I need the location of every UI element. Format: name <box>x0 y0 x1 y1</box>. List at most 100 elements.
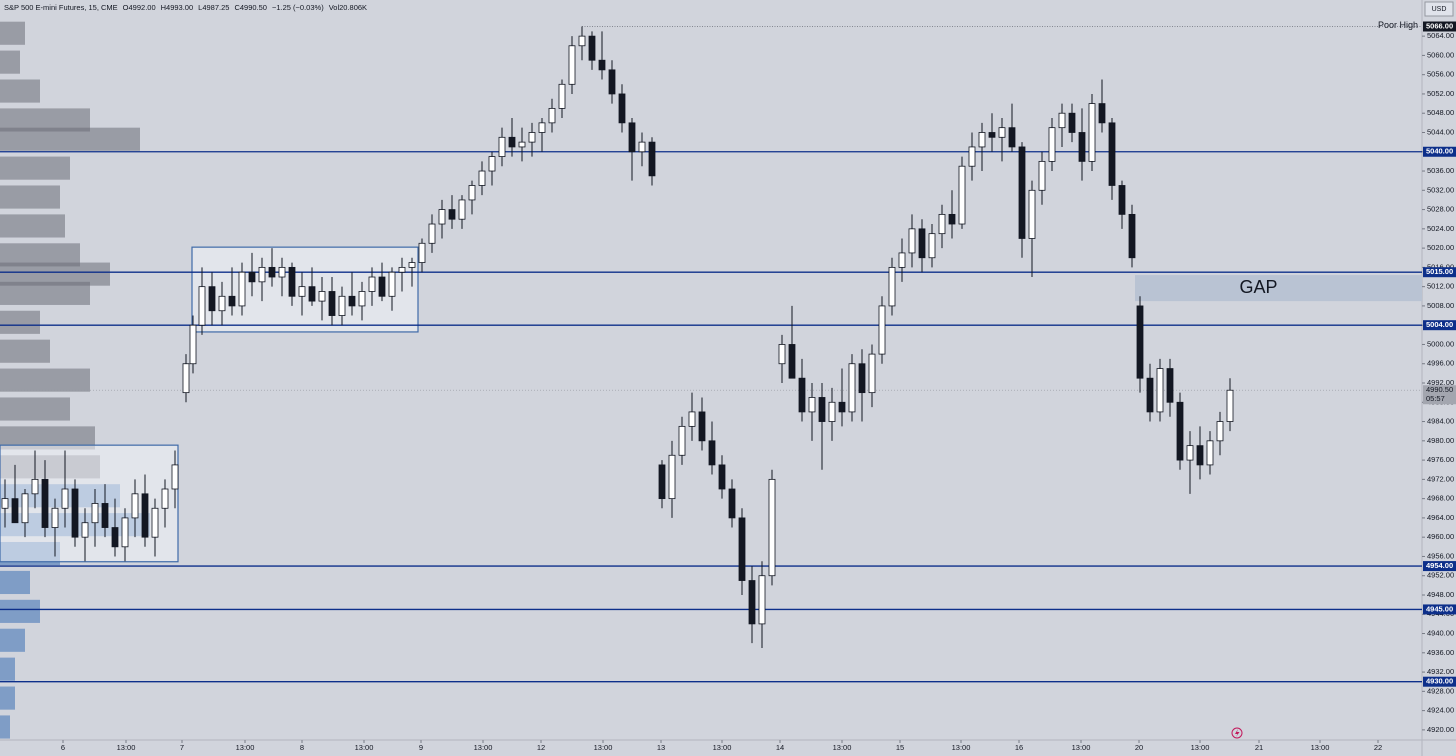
candle-body <box>618 93 626 124</box>
candle-body <box>258 266 266 283</box>
candle-body <box>198 286 206 326</box>
alert-icon[interactable] <box>1231 727 1243 739</box>
level-label-bg <box>1423 604 1456 615</box>
candle-body <box>268 266 276 278</box>
candle-body <box>21 493 29 524</box>
candle-body <box>708 440 716 466</box>
volume-profile-bar <box>0 79 40 103</box>
volume-profile-bar <box>0 339 50 363</box>
countdown: 05:57 <box>1426 394 1445 403</box>
y-tick-label: 5056.00 <box>1427 70 1454 79</box>
candle-body <box>31 478 39 495</box>
volume-profile-bar <box>0 243 80 267</box>
x-tick-label: 14 <box>776 743 784 752</box>
candle-body <box>1216 421 1224 442</box>
volume-profile-bar <box>0 21 25 45</box>
candle-body <box>1166 368 1174 403</box>
candle-body <box>1008 127 1016 148</box>
candle-body <box>328 291 336 316</box>
x-tick-label: 13 <box>657 743 665 752</box>
candle-body <box>608 69 616 95</box>
y-tick-label: 4964.00 <box>1427 513 1454 522</box>
candle-body <box>189 324 197 365</box>
candle-body <box>1146 377 1154 413</box>
y-tick-label: 5012.00 <box>1427 282 1454 291</box>
candle-body <box>1078 132 1086 162</box>
candle-body <box>1038 160 1046 191</box>
last-price-bg <box>1423 385 1456 405</box>
candle-body <box>238 271 246 307</box>
x-tick-label: 13:00 <box>1191 743 1210 752</box>
candle-body <box>718 464 726 490</box>
candle-body <box>1088 103 1096 162</box>
x-tick-label: 13:00 <box>355 743 374 752</box>
candle-body <box>518 141 526 148</box>
candle-body <box>538 122 546 133</box>
candle-body <box>958 165 966 225</box>
candle-body <box>408 262 416 268</box>
candle-body <box>1098 103 1106 124</box>
candle-body <box>528 132 536 143</box>
volume-profile-bar <box>0 310 40 334</box>
level-label-bg <box>1423 320 1456 331</box>
candle-body <box>288 266 296 297</box>
candle-body <box>628 122 636 153</box>
candle-body <box>228 295 236 307</box>
x-tick-label: 21 <box>1255 743 1263 752</box>
candle-body <box>588 35 596 61</box>
candle-body <box>91 503 99 524</box>
volume-profile-bar <box>0 426 95 450</box>
volume-profile-bar <box>0 185 60 209</box>
y-tick-label: 4952.00 <box>1427 571 1454 580</box>
level-label-bg <box>1423 676 1456 687</box>
x-tick-label: 6 <box>61 743 65 752</box>
gap-box <box>1135 275 1422 302</box>
y-tick-label: 5036.00 <box>1427 166 1454 175</box>
volume-profile-bar <box>0 368 90 392</box>
candle-body <box>848 363 856 413</box>
candle-body <box>398 266 406 273</box>
y-tick-label: 5052.00 <box>1427 89 1454 98</box>
candle-body <box>928 233 936 259</box>
header-item: S&P 500 E-mini Futures, 15, CME <box>4 3 118 12</box>
candle-body <box>378 276 386 297</box>
y-tick-label: 4968.00 <box>1427 494 1454 503</box>
candle-body <box>548 107 556 124</box>
level-label: 5015.00 <box>1426 267 1453 276</box>
header-item: L4987.25 <box>198 3 229 12</box>
candle-body <box>51 507 59 528</box>
y-tick-label: 4956.00 <box>1427 551 1454 560</box>
y-tick-label: 5024.00 <box>1427 224 1454 233</box>
x-tick-label: 13:00 <box>1072 743 1091 752</box>
candle-body <box>938 213 946 235</box>
x-tick-label: 8 <box>300 743 304 752</box>
y-tick-label: 5016.00 <box>1427 262 1454 271</box>
candle-body <box>578 35 586 47</box>
header-item: H4993.00 <box>161 3 194 12</box>
candle-body <box>348 295 356 307</box>
currency-box[interactable] <box>1424 1 1454 17</box>
candle-body <box>978 132 986 148</box>
volume-profile-bar <box>0 657 15 681</box>
level-label: 4954.00 <box>1426 561 1453 570</box>
candle-body <box>161 488 169 509</box>
y-tick-label: 5032.00 <box>1427 185 1454 194</box>
candle-body <box>558 83 566 109</box>
poor-high-text: Poor High <box>1378 20 1418 30</box>
candle-body <box>1068 112 1076 133</box>
candle-body <box>298 286 306 297</box>
candle-body <box>428 223 436 244</box>
candle-body <box>878 305 886 355</box>
candle-body <box>478 170 486 186</box>
candle-body <box>338 295 346 316</box>
y-tick-label: 5044.00 <box>1427 127 1454 136</box>
y-tick-label: 5064.00 <box>1427 31 1454 40</box>
x-tick-label: 13:00 <box>236 743 255 752</box>
y-tick-label: 4920.00 <box>1427 725 1454 734</box>
y-tick-label: 4932.00 <box>1427 667 1454 676</box>
candle-body <box>1186 445 1194 461</box>
volume-profile-bar <box>0 262 110 286</box>
candle-body <box>218 295 226 312</box>
